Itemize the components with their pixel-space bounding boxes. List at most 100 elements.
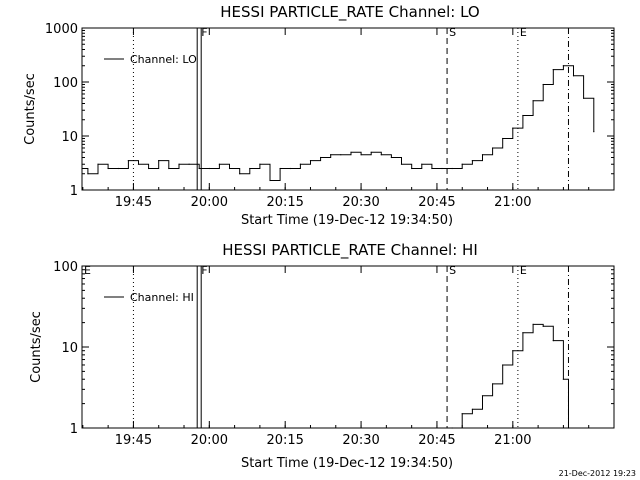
lo-series-point-0-3 [107,167,109,170]
lo-series-point-0-50 [583,97,585,99]
hi-x-tick-label-4: 20:45 [418,433,455,448]
lo-series-point-0-18 [259,163,261,165]
lo-y-tick-label-0: 1 [70,184,78,199]
lo-series-point-0-14 [218,163,220,165]
lo-series-point-0-42 [502,137,504,140]
hi-marker-label-0: E [84,264,91,277]
lo-series-point-0-31 [390,156,392,159]
lo-series-point-0-9 [168,167,170,170]
panel-hi-legend: Channel: HI [104,291,194,304]
hi-marker-label-2: F [201,264,207,277]
hi-series-point-0-3 [481,395,484,397]
panel-hi-xlabel: Start Time (19-Dec-12 19:34:50) [241,456,453,471]
hi-series-point-0-2 [471,408,473,410]
lo-series-point-0-32 [400,163,403,165]
hi-series-point-0-1 [461,413,463,415]
lo-x-tick-label-3: 20:30 [342,195,379,210]
hi-series-point-0-4 [492,383,494,385]
lo-series-point-0-35 [431,167,433,170]
lo-series-point-0-1 [87,173,89,175]
hi-marker-label-4: E [520,264,527,277]
lo-series-point-0-5 [127,160,129,162]
hi-x-tick-label-1: 20:00 [191,433,228,448]
panel-hi-x-ticks: 19:45 20:00 20:15 20:30 20:45 21:00 [82,266,615,448]
lo-series-point-0-34 [421,163,423,165]
lo-series-point-0-10 [178,163,180,165]
lo-y-tick-label-3: 1000 [45,22,78,37]
panel-lo-legend: Channel: LO [104,53,197,66]
lo-series-point-0-16 [239,173,241,175]
lo-x-tick-label-1: 20:00 [191,195,228,210]
hi-series-point-0-5 [502,364,504,366]
hi-series-point-0-12 [567,427,570,429]
hi-series-point-0-8 [532,323,534,325]
lo-series-point-0-20 [279,167,281,170]
panel-hi-y-ticks: 1 10 100 [53,260,614,437]
lo-marker-label-2: S [449,26,456,39]
hi-y-tick-label-2: 100 [53,260,78,275]
lo-series-point-0-6 [137,163,140,165]
lo-series-point-0-7 [148,167,150,170]
lo-series-point-0-17 [249,167,251,170]
lo-series-point-0-44 [522,114,524,117]
lo-y-tick-label-2: 100 [53,76,78,91]
hi-x-tick-label-2: 20:15 [266,433,303,448]
lo-series-point-0-47 [552,69,554,71]
panel-lo-ylabel: Counts/sec [23,73,38,145]
lo-series-point-0-19 [269,179,271,182]
lo-series-point-0-11 [188,163,190,165]
hi-series-point-0-0 [451,427,453,429]
panel-lo-plot-frame [81,27,615,191]
lo-series-point-0-15 [228,167,231,170]
lo-series-point-0-13 [208,167,210,170]
lo-x-tick-label-0: 19:45 [115,195,152,210]
lo-series-point-0-38 [461,163,463,165]
panel-lo-series [81,65,595,182]
hi-y-tick-label-1: 10 [61,341,78,356]
hi-series-line-0 [452,323,569,429]
lo-series-point-0-49 [572,75,575,77]
lo-series-point-0-30 [380,154,382,156]
lo-x-tick-label-4: 20:45 [418,195,455,210]
lo-series-point-0-46 [542,83,544,86]
lo-series-point-0-0 [81,167,83,170]
lo-marker-label-1: F [201,26,207,39]
lo-series-point-0-39 [471,160,473,162]
hi-marker-label-3: S [449,264,456,277]
panel-hi: HESSI PARTICLE_RATE Channel: HI Counts/s… [29,241,615,471]
footer-timestamp: 21-Dec-2012 19:23 [559,469,636,478]
lo-series-point-0-51 [593,131,595,133]
lo-series-point-0-2 [97,163,99,165]
hi-series-point-0-6 [512,350,514,352]
lo-marker-label-3: E [520,26,527,39]
lo-series-point-0-24 [320,156,322,159]
hi-x-tick-label-3: 20:30 [342,433,379,448]
lo-series-point-0-26 [340,154,342,156]
lo-series-point-0-45 [532,100,534,102]
lo-series-point-0-4 [117,167,119,170]
lo-series-point-0-22 [299,163,301,165]
hi-y-tick-label-0: 1 [70,422,78,437]
lo-series-point-0-40 [481,154,484,156]
lo-x-tick-label-5: 21:00 [494,195,531,210]
panel-lo: HESSI PARTICLE_RATE Channel: LO Counts/s… [23,3,615,228]
panel-hi-legend-label: Channel: HI [130,291,194,304]
panel-lo-legend-label: Channel: LO [130,53,197,66]
hi-series-point-0-9 [542,325,544,327]
panel-hi-title: HESSI PARTICLE_RATE Channel: HI [222,241,478,260]
lo-series-line-0 [82,65,595,181]
hi-series-point-0-7 [522,332,524,334]
lo-series-point-0-41 [492,147,494,149]
lo-series-point-0-36 [441,167,443,170]
panel-lo-xlabel: Start Time (19-Dec-12 19:34:50) [241,213,453,228]
panel-lo-y-ticks: 1 10 100 1000 [45,22,614,199]
lo-series-point-0-27 [350,151,352,153]
hi-x-tick-label-5: 21:00 [494,433,531,448]
lo-series-point-0-12 [198,167,200,170]
panel-lo-x-ticks: 19:45 20:00 20:15 20:30 20:45 21:00 [82,28,615,210]
lo-series-point-0-33 [411,167,413,170]
lo-series-point-0-25 [330,154,332,156]
lo-series-point-0-43 [512,127,514,129]
